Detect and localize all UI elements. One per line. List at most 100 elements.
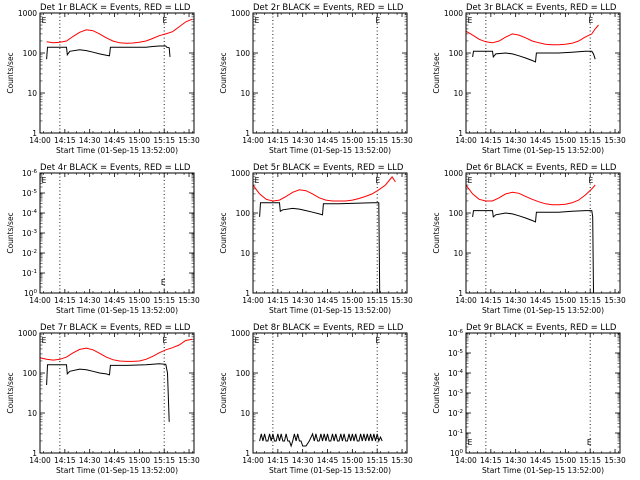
x-tick-label: 15:00: [342, 456, 364, 465]
x-axis-label: Start Time (01-Sep-15 13:52:00): [56, 466, 178, 475]
x-tick-label: 14:45: [104, 296, 126, 305]
x-tick-label: 14:30: [505, 456, 527, 465]
edge-marker-letter: E: [42, 176, 47, 185]
y-axis-label: Counts/sec: [432, 212, 441, 253]
x-tick-label: 14:30: [505, 136, 527, 145]
x-tick-label: 14:15: [54, 296, 76, 305]
plot-frame: [465, 172, 621, 294]
y-tick-label: 1: [245, 289, 250, 298]
x-tick-label: 14:45: [104, 136, 126, 145]
x-tick-label: 15:30: [391, 456, 413, 465]
y-tick-label: 100: [449, 49, 464, 58]
x-tick-label: 15:30: [178, 296, 200, 305]
x-tick-label: 14:15: [480, 456, 502, 465]
detector-panel-2: Det 2r BLACK = Events, RED = LLD Counts/s…: [219, 3, 413, 155]
y-tick-label: 1000: [444, 169, 463, 178]
detector-panel-6: Det 6r BLACK = Events, RED = LLD Counts/s…: [432, 163, 626, 315]
edge-marker-letter: E: [161, 278, 166, 287]
x-tick-label: 14:00: [29, 456, 51, 465]
x-tick-label: 15:30: [604, 136, 626, 145]
y-tick-label: 10: [27, 89, 37, 98]
x-tick-label: 15:15: [366, 296, 388, 305]
x-tick-label: 14:15: [480, 296, 502, 305]
events-series-line: [46, 45, 171, 60]
plot-frame: [39, 12, 195, 134]
panel-title: Det 5r BLACK = Events, RED = LLD: [253, 163, 404, 173]
y-tick-label: 10: [240, 89, 250, 98]
edge-marker-letter: E: [163, 336, 168, 345]
edge-marker-letter: E: [468, 438, 473, 447]
y-tick-label: 10-5: [22, 189, 38, 198]
y-axis-label: Counts/sec: [219, 372, 228, 413]
y-tick-label: 10-6: [448, 329, 464, 338]
x-tick-label: 15:00: [555, 136, 577, 145]
x-tick-label: 15:30: [604, 296, 626, 305]
y-axis-label: Counts/sec: [6, 52, 15, 93]
events-series-line: [259, 432, 383, 448]
panel-title: Det 3r BLACK = Events, RED = LLD: [466, 3, 617, 13]
edge-marker-letter: E: [587, 438, 592, 447]
y-tick-label: 10-3: [22, 229, 38, 238]
edge-marker-letter: E: [255, 336, 260, 345]
events-series-line: [472, 210, 594, 293]
detector-panel-3: Det 3r BLACK = Events, RED = LLD Counts/s…: [432, 3, 626, 155]
x-tick-label: 14:45: [104, 456, 126, 465]
x-tick-label: 14:30: [505, 296, 527, 305]
x-tick-label: 15:15: [153, 136, 175, 145]
x-tick-label: 14:45: [317, 136, 339, 145]
y-tick-label: 1: [458, 289, 463, 298]
y-tick-label: 1000: [231, 9, 250, 18]
y-tick-label: 100: [24, 289, 38, 298]
edge-marker-letter: E: [376, 336, 381, 345]
edge-marker-letter: E: [589, 176, 594, 185]
x-axis-label: Start Time (01-Sep-15 13:52:00): [269, 306, 391, 315]
edge-marker-letter: E: [589, 16, 594, 25]
panel-title: Det 9r BLACK = Events, RED = LLD: [466, 323, 617, 333]
plot-frame: [252, 332, 408, 454]
plot-frame: [252, 12, 408, 134]
x-tick-label: 14:45: [530, 136, 552, 145]
panel-title: Det 8r BLACK = Events, RED = LLD: [253, 323, 404, 333]
y-tick-label: 10: [240, 249, 250, 258]
detector-panel-8: Det 8r BLACK = Events, RED = LLD Counts/s…: [219, 323, 413, 475]
lld-series-line: [466, 24, 599, 46]
y-tick-label: 100: [23, 369, 38, 378]
events-series-line: [46, 363, 170, 422]
edge-marker-letter: E: [376, 16, 381, 25]
x-axis-label: Start Time (01-Sep-15 13:52:00): [482, 146, 604, 155]
y-tick-label: 1: [32, 129, 37, 138]
x-tick-label: 15:15: [579, 136, 601, 145]
y-tick-label: 100: [449, 209, 464, 218]
panel-title: Det 7r BLACK = Events, RED = LLD: [40, 323, 191, 333]
y-axis-label: Counts/sec: [432, 52, 441, 93]
y-tick-label: 1: [32, 449, 37, 458]
x-tick-label: 14:30: [292, 136, 314, 145]
x-axis-label: Start Time (01-Sep-15 13:52:00): [482, 306, 604, 315]
y-tick-label: 10-2: [448, 409, 463, 418]
x-axis-label: Start Time (01-Sep-15 13:52:00): [269, 146, 391, 155]
x-tick-label: 15:30: [178, 136, 200, 145]
x-tick-label: 14:30: [292, 296, 314, 305]
plot-frame: [465, 12, 621, 134]
x-tick-label: 15:00: [129, 456, 151, 465]
x-tick-label: 15:30: [391, 296, 413, 305]
y-axis-label: Counts/sec: [219, 212, 228, 253]
x-tick-label: 15:30: [178, 456, 200, 465]
x-tick-label: 14:30: [292, 456, 314, 465]
x-tick-label: 14:00: [455, 136, 477, 145]
y-axis-label: Counts/sec: [432, 372, 441, 413]
x-tick-label: 14:15: [480, 136, 502, 145]
edge-marker-letter: E: [468, 16, 473, 25]
y-tick-label: 1: [245, 129, 250, 138]
detector-panel-1: Det 1r BLACK = Events, RED = LLD Counts/s…: [6, 3, 200, 155]
lld-series-line: [466, 184, 596, 206]
x-tick-label: 14:00: [29, 136, 51, 145]
y-tick-label: 10-5: [448, 349, 464, 358]
y-axis-label: Counts/sec: [6, 212, 15, 253]
x-tick-label: 14:00: [242, 456, 264, 465]
y-tick-label: 10: [27, 409, 37, 418]
y-tick-label: 100: [236, 369, 251, 378]
panel-title: Det 4r BLACK = Events, RED = LLD: [40, 163, 191, 173]
x-tick-label: 15:15: [579, 456, 601, 465]
detector-panel-7: Det 7r BLACK = Events, RED = LLD Counts/s…: [6, 323, 200, 475]
